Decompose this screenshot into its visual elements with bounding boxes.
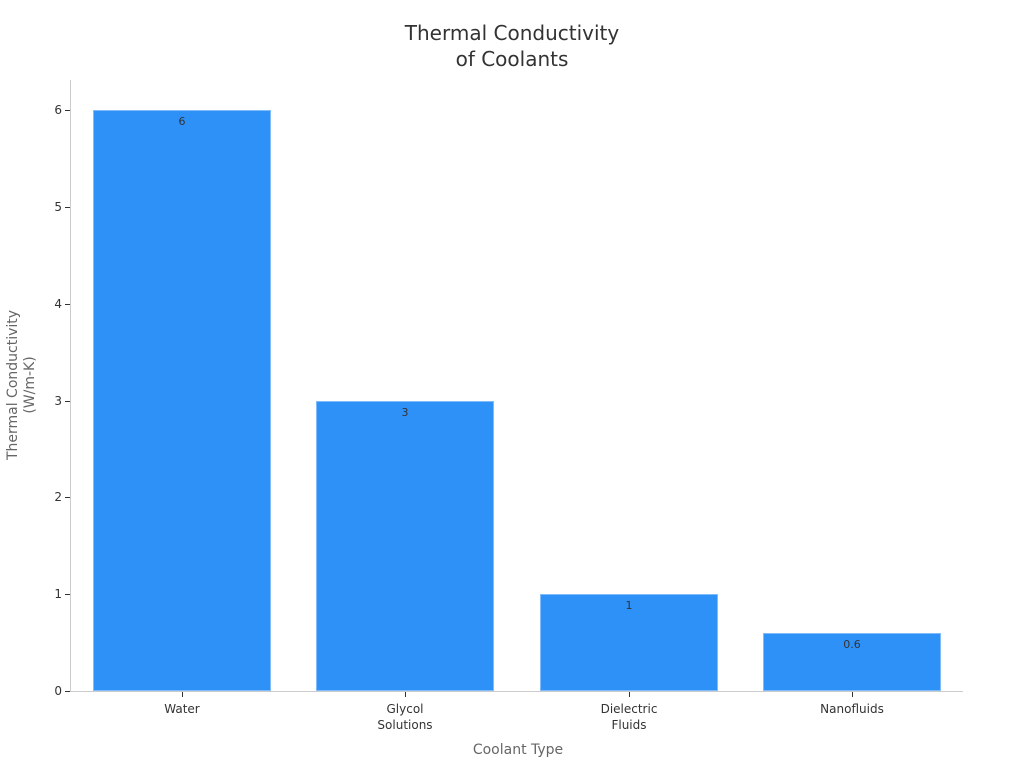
bar-glycol-solutions: 3	[316, 400, 494, 691]
y-tick-mark	[65, 691, 70, 692]
bar-value-label: 6	[178, 115, 186, 128]
y-tick-mark	[65, 594, 70, 596]
y-tick-label: 0	[54, 684, 62, 698]
y-tick-mark	[65, 497, 70, 499]
bar-nanofluids: 0.6	[763, 632, 941, 691]
y-tick-mark	[65, 110, 70, 111]
y-tick: 4	[0, 297, 70, 311]
x-axis-label: Coolant Type	[472, 742, 564, 758]
y-tick: 1	[0, 587, 70, 601]
y-tick-label: 1	[54, 587, 62, 602]
y-tick-mark	[65, 303, 70, 305]
chart-title: Thermal Conductivity of Coolants	[0, 20, 1024, 72]
y-axis-label-line-2: (W/m-K)	[22, 356, 38, 414]
y-axis-label: Thermal Conductivity (W/m-K)	[5, 310, 39, 460]
x-tick-label-line: Solutions	[377, 718, 433, 732]
y-tick-label: 4	[54, 296, 62, 311]
bar-water: 6	[93, 110, 271, 691]
y-axis-label-line-1: Thermal Conductivity	[5, 309, 21, 461]
x-tick-label-line: Water	[164, 702, 200, 716]
bar-dielectric-fluids: 1	[540, 594, 718, 691]
x-tick-label-line: Dielectric	[600, 702, 658, 716]
x-tick-mark	[182, 692, 183, 697]
y-tick-mark	[65, 206, 70, 208]
x-tick-label-line: Nanofluids	[820, 702, 884, 716]
x-tick-mark	[629, 692, 630, 697]
y-tick-mark	[65, 400, 70, 402]
bar-value-label: 1	[625, 599, 633, 613]
x-tick-label: Glycol Solutions	[305, 701, 505, 733]
x-tick-label: Dielectric Fluids	[529, 701, 729, 733]
y-tick: 3	[0, 394, 70, 408]
y-tick-label: 6	[54, 103, 62, 117]
y-tick: 0	[0, 684, 70, 698]
y-tick: 2	[0, 490, 70, 504]
chart-title-line-2: of Coolants	[455, 47, 569, 71]
y-axis	[70, 80, 71, 692]
bar-value-label: 3	[401, 405, 409, 419]
x-tick-label: Nanofluids	[752, 701, 952, 717]
y-tick: 5	[0, 200, 70, 214]
x-axis	[70, 691, 963, 692]
x-tick-mark	[852, 692, 853, 697]
y-tick: 6	[0, 103, 70, 117]
bar-value-label: 0.6	[843, 637, 861, 651]
x-tick-label-line: Glycol	[386, 702, 424, 716]
x-tick-mark	[405, 692, 406, 697]
x-tick-label: Water	[82, 701, 282, 717]
y-tick-label: 3	[54, 393, 62, 408]
chart-title-line-1: Thermal Conductivity	[404, 21, 620, 45]
y-tick-label: 5	[54, 199, 62, 214]
x-tick-label-line: Fluids	[611, 718, 647, 732]
y-tick-label: 2	[54, 490, 62, 505]
